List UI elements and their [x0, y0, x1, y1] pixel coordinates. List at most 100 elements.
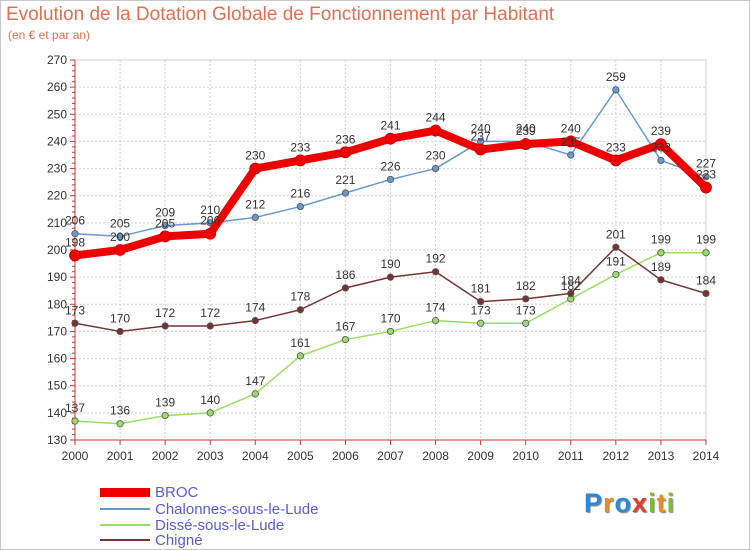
- y-tick-label: 170: [47, 324, 67, 338]
- data-label: 147: [245, 374, 265, 388]
- data-label: 189: [651, 260, 671, 274]
- data-label: 199: [651, 233, 671, 247]
- data-point: [655, 138, 667, 151]
- y-tick-label: 270: [47, 53, 67, 67]
- y-tick-label: 190: [47, 270, 67, 284]
- data-label: 140: [200, 393, 220, 407]
- data-point: [161, 322, 169, 330]
- y-tick-label: 260: [47, 80, 67, 94]
- y-tick-label: 180: [47, 297, 67, 311]
- data-label: 210: [200, 203, 220, 217]
- data-label: 198: [65, 235, 85, 249]
- y-tick-label: 250: [47, 107, 67, 121]
- data-point: [567, 151, 575, 159]
- data-point: [339, 146, 352, 159]
- data-point: [251, 390, 259, 398]
- data-label: 233: [290, 140, 310, 154]
- data-label: 192: [426, 252, 446, 266]
- data-point: [386, 273, 395, 281]
- y-tick-label: 210: [47, 216, 67, 230]
- data-point: [612, 270, 620, 279]
- data-point: [429, 124, 442, 137]
- data-point: [206, 409, 214, 417]
- chart-title: Evolution de la Dotation Globale de Fonc…: [6, 4, 555, 25]
- data-label: 199: [696, 233, 716, 247]
- data-point: [657, 156, 665, 165]
- legend-swatch: [100, 487, 150, 497]
- y-tick-label: 220: [47, 189, 67, 203]
- data-label: 172: [200, 306, 220, 320]
- legend-swatch: [100, 508, 150, 510]
- legend-swatch: [100, 524, 150, 526]
- data-label: 184: [696, 273, 716, 287]
- data-point: [341, 284, 350, 292]
- legend-label: BROC: [155, 483, 199, 501]
- legend-label: Chalonnes-sous-le-Lude: [155, 500, 319, 518]
- data-point: [700, 181, 712, 194]
- y-tick-label: 150: [47, 379, 67, 393]
- data-label: 240: [471, 121, 491, 135]
- data-point: [567, 289, 575, 298]
- data-point: [477, 297, 485, 306]
- data-point: [159, 230, 172, 243]
- data-label: 230: [245, 149, 265, 163]
- data-point: [251, 316, 259, 325]
- x-tick-label: 2011: [558, 449, 584, 463]
- data-point: [609, 154, 622, 167]
- x-tick-label: 2013: [648, 449, 675, 463]
- data-label: 241: [380, 119, 400, 133]
- y-tick-label: 140: [47, 406, 67, 420]
- y-tick-label: 230: [47, 162, 67, 176]
- logo-letter: o: [614, 488, 633, 518]
- data-point: [294, 154, 307, 167]
- data-label: 216: [290, 187, 310, 201]
- data-point: [522, 295, 530, 303]
- data-point: [296, 352, 304, 360]
- data-point: [431, 164, 440, 173]
- legend-swatch: [100, 539, 150, 541]
- data-label: 206: [65, 214, 85, 228]
- data-point: [474, 143, 487, 156]
- legend-entry: Chigné: [100, 532, 203, 549]
- data-label: 244: [426, 111, 446, 125]
- logo-letter: P: [584, 488, 604, 518]
- data-label: 173: [65, 303, 85, 317]
- legend-entry: BROC: [100, 483, 199, 501]
- data-label: 191: [606, 254, 626, 268]
- data-label: 190: [380, 257, 400, 271]
- data-label: 174: [245, 301, 265, 315]
- data-point: [251, 213, 259, 222]
- data-point: [386, 175, 395, 184]
- x-tick-label: 2005: [287, 449, 314, 463]
- data-label: 186: [335, 268, 355, 282]
- data-label: 139: [155, 396, 175, 410]
- data-point: [249, 162, 262, 175]
- data-point: [116, 232, 124, 241]
- line-chart: 130 140 150 160 170 180 190 200 210 220 230 240 250 2…: [47, 53, 720, 463]
- data-label: 221: [335, 173, 355, 187]
- data-label: 227: [696, 157, 716, 171]
- y-tick-label: 130: [47, 433, 67, 447]
- x-tick-label: 2003: [197, 449, 224, 463]
- x-tick-label: 2012: [603, 449, 630, 463]
- proxiti-logo: Proxiti: [584, 488, 675, 519]
- data-point: [519, 138, 532, 151]
- data-point: [386, 327, 395, 336]
- data-label: 239: [516, 124, 536, 138]
- x-tick-label: 2014: [693, 449, 720, 463]
- data-label: 167: [335, 320, 355, 334]
- data-label: 137: [65, 401, 85, 415]
- data-point: [206, 322, 214, 330]
- x-tick-label: 2006: [332, 449, 359, 463]
- chart-subtitle: (en € et par an): [8, 28, 91, 42]
- data-point: [702, 173, 710, 181]
- data-point: [477, 319, 485, 327]
- data-point: [71, 319, 79, 327]
- data-label: 173: [516, 303, 536, 317]
- data-label: 233: [606, 140, 626, 154]
- data-label: 173: [471, 303, 491, 317]
- data-point: [114, 244, 126, 256]
- data-point: [564, 135, 577, 148]
- data-point: [657, 249, 665, 257]
- data-label: 206: [200, 214, 220, 228]
